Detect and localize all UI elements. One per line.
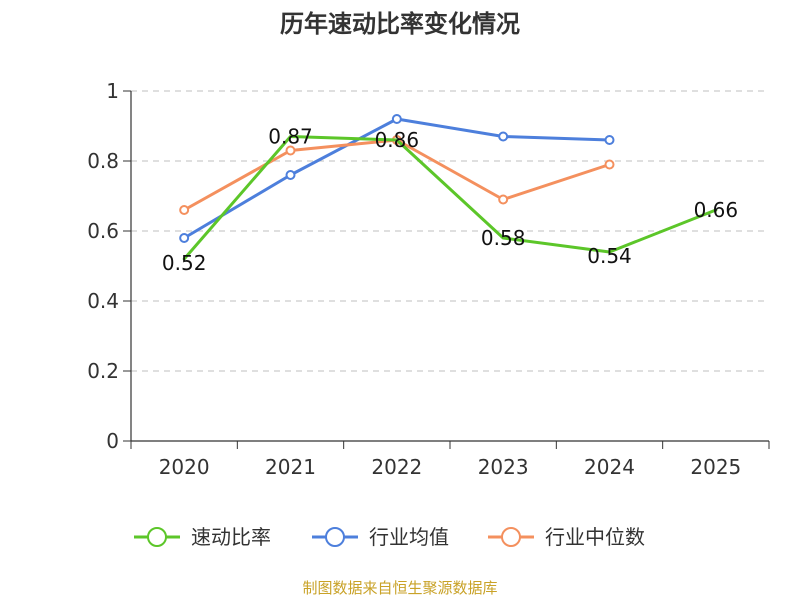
y-tick-label: 0.2 xyxy=(87,359,119,383)
source-note: 制图数据来自恒生聚源数据库 xyxy=(302,579,497,597)
grid xyxy=(131,90,769,372)
data-label: 0.86 xyxy=(375,128,420,152)
legend-item[interactable]: 行业均值 xyxy=(312,525,449,549)
y-tick-label: 0.8 xyxy=(87,149,119,173)
series-point xyxy=(604,159,615,170)
legend-label: 速动比率 xyxy=(191,525,271,549)
x-tick-label: 2025 xyxy=(690,455,741,479)
x-tick-label: 2024 xyxy=(584,455,635,479)
x-tick-label: 2020 xyxy=(159,455,210,479)
y-tick-label: 0 xyxy=(106,429,119,453)
series-point xyxy=(179,205,190,215)
series-line xyxy=(182,135,718,261)
series-point xyxy=(285,170,296,180)
legend-marker xyxy=(501,527,521,547)
y-tick-label: 0.4 xyxy=(87,289,119,313)
y-tick-label: 1 xyxy=(106,79,119,103)
data-label: 0.87 xyxy=(268,125,313,149)
chart-title: 历年速动比率变化情况 xyxy=(280,10,520,38)
series-point xyxy=(604,135,615,145)
series-point xyxy=(498,194,509,205)
series xyxy=(179,114,718,261)
data-label: 0.66 xyxy=(694,198,739,222)
legend-label: 行业均值 xyxy=(369,525,449,549)
series-point xyxy=(498,131,509,142)
x-tick-label: 2021 xyxy=(265,455,316,479)
y-tick-label: 0.6 xyxy=(87,219,119,243)
series-point xyxy=(285,145,296,156)
data-labels: 0.52 0.87 0.86 0.58 0.54 0.66 xyxy=(162,125,738,276)
legend-item[interactable]: 速动比率 xyxy=(134,525,271,549)
legend-marker xyxy=(325,527,345,547)
data-label: 0.54 xyxy=(587,244,632,268)
x-tick-label: 2022 xyxy=(371,455,422,479)
legend-marker xyxy=(147,527,167,547)
series-point xyxy=(391,114,402,124)
series-point xyxy=(179,233,190,243)
legend-label: 行业中位数 xyxy=(545,525,645,549)
legend-item[interactable]: 行业中位数 xyxy=(488,525,645,549)
axes: 0 0.2 0.4 0.6 0.8 1 2020 2021 2022 2023 2024 2025 xyxy=(87,79,770,479)
legend[interactable]: 速动比率 行业均值 行业中位数 xyxy=(134,525,645,549)
data-label: 0.52 xyxy=(162,251,207,275)
x-tick-label: 2023 xyxy=(478,455,529,479)
data-label: 0.58 xyxy=(481,226,526,250)
